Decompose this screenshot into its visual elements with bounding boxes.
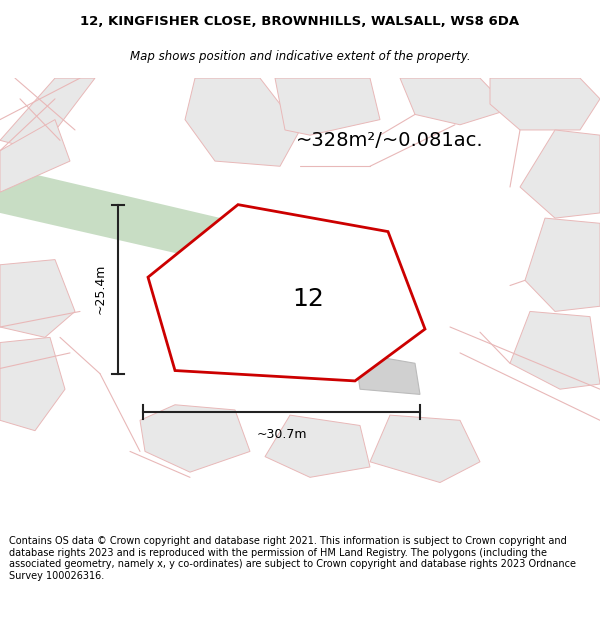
Polygon shape bbox=[370, 415, 480, 482]
Polygon shape bbox=[185, 78, 300, 166]
Text: ~25.4m: ~25.4m bbox=[94, 264, 107, 314]
Polygon shape bbox=[400, 78, 510, 125]
Polygon shape bbox=[520, 130, 600, 218]
Polygon shape bbox=[510, 311, 600, 389]
Polygon shape bbox=[525, 218, 600, 311]
Polygon shape bbox=[0, 166, 340, 291]
Polygon shape bbox=[190, 234, 350, 332]
Polygon shape bbox=[148, 204, 425, 381]
Polygon shape bbox=[265, 415, 370, 478]
Polygon shape bbox=[0, 78, 95, 151]
Polygon shape bbox=[0, 338, 65, 431]
Polygon shape bbox=[140, 405, 250, 472]
Text: ~30.7m: ~30.7m bbox=[256, 428, 307, 441]
Polygon shape bbox=[490, 78, 600, 130]
Polygon shape bbox=[0, 119, 70, 192]
Polygon shape bbox=[355, 353, 420, 394]
Text: Contains OS data © Crown copyright and database right 2021. This information is : Contains OS data © Crown copyright and d… bbox=[9, 536, 576, 581]
Polygon shape bbox=[275, 78, 380, 135]
Text: ~328m²/~0.081ac.: ~328m²/~0.081ac. bbox=[296, 131, 484, 150]
Text: 12, KINGFISHER CLOSE, BROWNHILLS, WALSALL, WS8 6DA: 12, KINGFISHER CLOSE, BROWNHILLS, WALSAL… bbox=[80, 16, 520, 28]
Text: 12: 12 bbox=[292, 287, 324, 311]
Text: Map shows position and indicative extent of the property.: Map shows position and indicative extent… bbox=[130, 50, 470, 62]
Polygon shape bbox=[0, 259, 75, 338]
